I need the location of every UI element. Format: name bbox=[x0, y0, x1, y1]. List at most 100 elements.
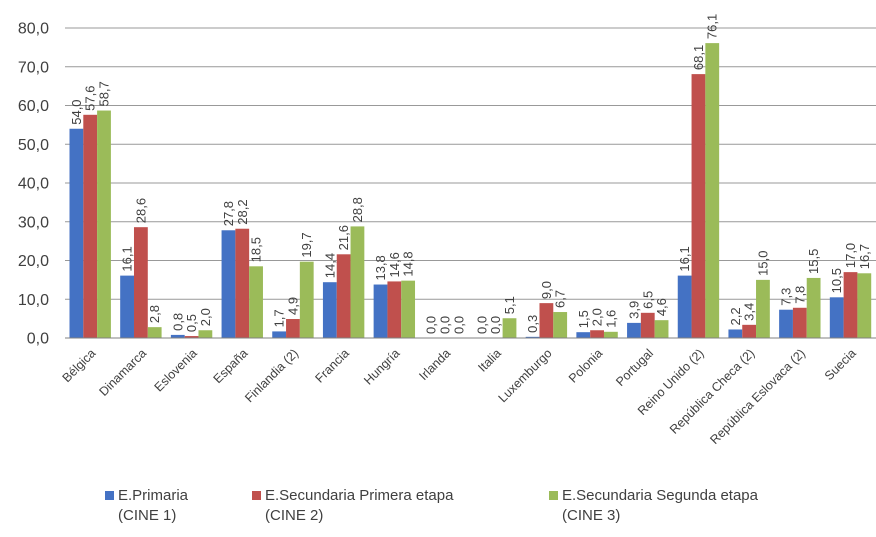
data-label: 57,6 bbox=[83, 85, 98, 110]
bar bbox=[502, 318, 517, 338]
legend-item-cine3: E.Secundaria Segunda etapa (CINE 3) bbox=[549, 486, 758, 526]
y-tick-label: 0,0 bbox=[27, 331, 49, 348]
y-tick-label: 70,0 bbox=[18, 59, 49, 76]
x-tick-label: Suecia bbox=[822, 346, 859, 383]
data-label: 14,8 bbox=[401, 251, 416, 276]
bar bbox=[235, 228, 250, 338]
bar bbox=[69, 128, 84, 338]
bar bbox=[184, 336, 199, 338]
bar bbox=[756, 279, 770, 338]
bar bbox=[120, 275, 134, 338]
data-label: 1,7 bbox=[272, 309, 287, 327]
data-label: 3,4 bbox=[742, 303, 757, 321]
y-tick-label: 30,0 bbox=[18, 214, 49, 231]
data-label: 15,5 bbox=[806, 249, 821, 274]
bar bbox=[829, 297, 844, 338]
data-label: 21,6 bbox=[336, 225, 351, 250]
bar bbox=[742, 324, 757, 338]
bar bbox=[576, 332, 591, 338]
legend-label-cine1-line2: (CINE 1) bbox=[118, 507, 177, 524]
data-label: 3,9 bbox=[626, 301, 641, 319]
bar bbox=[322, 282, 337, 338]
data-label: 2,8 bbox=[147, 305, 162, 323]
data-label: 6,5 bbox=[640, 291, 655, 309]
y-tick-label: 20,0 bbox=[18, 253, 49, 270]
legend-item-cine2: E.Secundaria Primera etapa (CINE 2) bbox=[252, 486, 454, 526]
legend-label-cine2-line1: E.Secundaria Primera etapa bbox=[265, 487, 454, 504]
x-tick-label: República Checa (2) bbox=[667, 346, 757, 436]
data-label: 0,0 bbox=[451, 316, 466, 334]
data-label: 7,8 bbox=[792, 286, 807, 304]
data-label: 68,1 bbox=[691, 45, 706, 70]
bar bbox=[147, 327, 162, 338]
bar bbox=[539, 303, 554, 338]
data-label: 76,1 bbox=[705, 14, 720, 39]
x-tick-label: Dinamarca bbox=[97, 346, 150, 399]
bar bbox=[779, 309, 793, 338]
legend-swatch-cine2 bbox=[252, 491, 261, 500]
legend-swatch-cine3 bbox=[549, 491, 558, 500]
data-label: 9,0 bbox=[539, 281, 554, 299]
legend-swatch-cine1 bbox=[105, 491, 114, 500]
y-tick-label: 40,0 bbox=[18, 176, 49, 193]
bar bbox=[525, 336, 540, 338]
x-tick-label: Bélgica bbox=[60, 346, 99, 385]
bar bbox=[590, 330, 604, 338]
bar bbox=[286, 319, 300, 338]
bar bbox=[97, 110, 111, 338]
bar bbox=[272, 331, 287, 338]
data-label: 16,1 bbox=[677, 246, 692, 271]
bar bbox=[133, 227, 148, 338]
bar bbox=[705, 43, 720, 339]
data-label: 17,0 bbox=[843, 243, 858, 268]
data-label: 18,5 bbox=[249, 237, 264, 262]
bar bbox=[83, 114, 98, 338]
bar bbox=[792, 307, 807, 338]
data-label: 4,6 bbox=[654, 298, 669, 316]
bar bbox=[603, 331, 618, 338]
bar bbox=[640, 312, 655, 338]
x-tick-label: Portugal bbox=[613, 346, 656, 389]
data-label: 0,5 bbox=[184, 314, 199, 332]
data-label: 0,8 bbox=[170, 313, 185, 331]
bar-chart: 0,0 10,0 20,0 30,0 40,0 50,0 60,0 70,0 80,0 54,0 1… bbox=[18, 14, 876, 447]
bar bbox=[691, 74, 706, 339]
bar bbox=[249, 266, 263, 338]
data-label: 16,7 bbox=[857, 244, 872, 269]
y-tick-label: 80,0 bbox=[18, 21, 49, 38]
bar bbox=[373, 284, 388, 338]
bar bbox=[198, 330, 213, 338]
data-label: 0,3 bbox=[525, 315, 540, 333]
bar bbox=[677, 275, 692, 338]
bar bbox=[170, 334, 185, 338]
data-label: 0,0 bbox=[488, 316, 503, 334]
legend-label-cine3-line2: (CINE 3) bbox=[562, 507, 621, 524]
data-label: 14,6 bbox=[387, 252, 402, 277]
bar bbox=[843, 272, 858, 338]
data-label: 10,5 bbox=[829, 268, 844, 293]
bar bbox=[857, 273, 872, 338]
x-tick-label: República Eslovaca (2) bbox=[707, 346, 808, 447]
data-label: 54,0 bbox=[69, 99, 84, 124]
bar bbox=[654, 320, 669, 338]
legend-label-cine1-line1: E.Primaria bbox=[118, 487, 189, 504]
y-tick-label: 10,0 bbox=[18, 292, 49, 309]
data-label: 15,0 bbox=[755, 251, 770, 276]
x-tick-label: Polonia bbox=[566, 346, 605, 385]
bar bbox=[553, 312, 568, 338]
legend-item-cine1: E.Primaria (CINE 1) bbox=[105, 486, 189, 526]
data-label: 28,2 bbox=[235, 199, 250, 224]
legend-label-cine3-line1: E.Secundaria Segunda etapa bbox=[562, 487, 758, 504]
data-label: 58,7 bbox=[97, 81, 112, 106]
bar bbox=[806, 277, 821, 338]
data-label: 28,6 bbox=[133, 198, 148, 223]
bar bbox=[221, 230, 236, 338]
bar bbox=[387, 281, 402, 338]
data-label: 27,8 bbox=[221, 201, 236, 226]
data-label: 2,0 bbox=[198, 308, 213, 326]
x-tick-label: Eslovenia bbox=[152, 346, 200, 394]
legend-label-cine2-line2: (CINE 2) bbox=[265, 507, 324, 524]
data-label: 4,9 bbox=[285, 297, 300, 315]
data-label: 2,2 bbox=[728, 307, 743, 325]
data-label: 5,1 bbox=[502, 296, 517, 314]
